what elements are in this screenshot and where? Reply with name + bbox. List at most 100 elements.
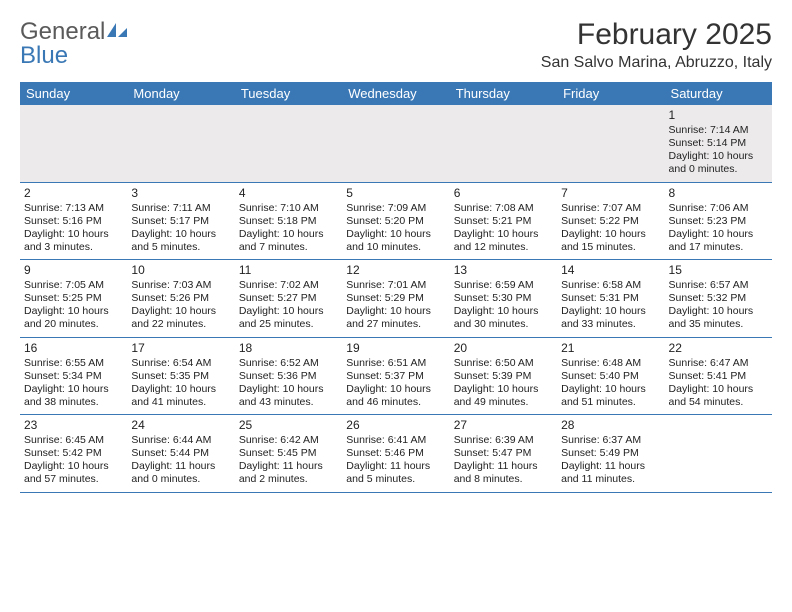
calendar: SundayMondayTuesdayWednesdayThursdayFrid… (20, 82, 772, 493)
calendar-day-cell: 25Sunrise: 6:42 AMSunset: 5:45 PMDayligh… (235, 415, 342, 492)
sunset-line: Sunset: 5:44 PM (131, 447, 230, 460)
day-header: Monday (127, 82, 234, 105)
sunset-line: Sunset: 5:32 PM (669, 292, 768, 305)
day-number: 18 (239, 341, 338, 356)
day-number: 20 (454, 341, 553, 356)
sunrise-line: Sunrise: 6:52 AM (239, 357, 338, 370)
day-number: 6 (454, 186, 553, 201)
daylight-line: Daylight: 11 hours and 8 minutes. (454, 460, 553, 486)
daylight-line: Daylight: 10 hours and 5 minutes. (131, 228, 230, 254)
day-number: 10 (131, 263, 230, 278)
sunset-line: Sunset: 5:45 PM (239, 447, 338, 460)
day-number: 19 (346, 341, 445, 356)
day-header: Saturday (665, 82, 772, 105)
calendar-day-cell: 23Sunrise: 6:45 AMSunset: 5:42 PMDayligh… (20, 415, 127, 492)
sunset-line: Sunset: 5:42 PM (24, 447, 123, 460)
day-number: 24 (131, 418, 230, 433)
sunset-line: Sunset: 5:29 PM (346, 292, 445, 305)
sunrise-line: Sunrise: 6:57 AM (669, 279, 768, 292)
daylight-line: Daylight: 10 hours and 7 minutes. (239, 228, 338, 254)
calendar-day-cell: 7Sunrise: 7:07 AMSunset: 5:22 PMDaylight… (557, 183, 664, 260)
daylight-line: Daylight: 10 hours and 51 minutes. (561, 383, 660, 409)
calendar-day-cell: 21Sunrise: 6:48 AMSunset: 5:40 PMDayligh… (557, 338, 664, 415)
calendar-day-cell: 5Sunrise: 7:09 AMSunset: 5:20 PMDaylight… (342, 183, 449, 260)
sunset-line: Sunset: 5:31 PM (561, 292, 660, 305)
daylight-line: Daylight: 11 hours and 11 minutes. (561, 460, 660, 486)
sunset-line: Sunset: 5:36 PM (239, 370, 338, 383)
day-number: 8 (669, 186, 768, 201)
calendar-header-row: SundayMondayTuesdayWednesdayThursdayFrid… (20, 82, 772, 105)
calendar-day-cell: 4Sunrise: 7:10 AMSunset: 5:18 PMDaylight… (235, 183, 342, 260)
day-number: 3 (131, 186, 230, 201)
calendar-day-cell: 14Sunrise: 6:58 AMSunset: 5:31 PMDayligh… (557, 260, 664, 337)
daylight-line: Daylight: 10 hours and 41 minutes. (131, 383, 230, 409)
sunrise-line: Sunrise: 6:51 AM (346, 357, 445, 370)
day-number: 2 (24, 186, 123, 201)
daylight-line: Daylight: 10 hours and 57 minutes. (24, 460, 123, 486)
sunset-line: Sunset: 5:17 PM (131, 215, 230, 228)
daylight-line: Daylight: 10 hours and 27 minutes. (346, 305, 445, 331)
sunrise-line: Sunrise: 6:55 AM (24, 357, 123, 370)
daylight-line: Daylight: 10 hours and 12 minutes. (454, 228, 553, 254)
calendar-day-cell: 26Sunrise: 6:41 AMSunset: 5:46 PMDayligh… (342, 415, 449, 492)
sunrise-line: Sunrise: 7:13 AM (24, 202, 123, 215)
sunset-line: Sunset: 5:40 PM (561, 370, 660, 383)
sunset-line: Sunset: 5:27 PM (239, 292, 338, 305)
sunrise-line: Sunrise: 7:01 AM (346, 279, 445, 292)
day-number: 26 (346, 418, 445, 433)
sunrise-line: Sunrise: 7:07 AM (561, 202, 660, 215)
logo-text-blue: Blue (20, 42, 129, 70)
calendar-row: 1Sunrise: 7:14 AMSunset: 5:14 PMDaylight… (20, 105, 772, 183)
sunrise-line: Sunrise: 7:05 AM (24, 279, 123, 292)
sunrise-line: Sunrise: 7:03 AM (131, 279, 230, 292)
calendar-row: 2Sunrise: 7:13 AMSunset: 5:16 PM Daylight… (20, 183, 772, 261)
sunset-line: Sunset: 5:18 PM (239, 215, 338, 228)
daylight-line: Daylight: 10 hours and 0 minutes. (669, 150, 768, 176)
calendar-day-cell: 24Sunrise: 6:44 AMSunset: 5:44 PMDayligh… (127, 415, 234, 492)
calendar-day-cell: 15Sunrise: 6:57 AMSunset: 5:32 PMDayligh… (665, 260, 772, 337)
daylight-line: Daylight: 10 hours and 33 minutes. (561, 305, 660, 331)
sunrise-line: Sunrise: 7:02 AM (239, 279, 338, 292)
day-number: 5 (346, 186, 445, 201)
sunrise-line: Sunrise: 7:09 AM (346, 202, 445, 215)
calendar-day-cell: 6Sunrise: 7:08 AMSunset: 5:21 PMDaylight… (450, 183, 557, 260)
day-number: 12 (346, 263, 445, 278)
calendar-day-cell: 2Sunrise: 7:13 AMSunset: 5:16 PMDaylight… (20, 183, 127, 260)
calendar-day-cell: 10Sunrise: 7:03 AMSunset: 5:26 PMDayligh… (127, 260, 234, 337)
sunset-line: Sunset: 5:35 PM (131, 370, 230, 383)
day-number: 14 (561, 263, 660, 278)
daylight-line: Daylight: 10 hours and 54 minutes. (669, 383, 768, 409)
sunrise-line: Sunrise: 6:54 AM (131, 357, 230, 370)
sunset-line: Sunset: 5:16 PM (24, 215, 123, 228)
day-number: 17 (131, 341, 230, 356)
daylight-line: Daylight: 11 hours and 0 minutes. (131, 460, 230, 486)
sunset-line: Sunset: 5:20 PM (346, 215, 445, 228)
day-number: 1 (669, 108, 768, 123)
sunset-line: Sunset: 5:37 PM (346, 370, 445, 383)
sunrise-line: Sunrise: 6:59 AM (454, 279, 553, 292)
sunset-line: Sunset: 5:26 PM (131, 292, 230, 305)
calendar-row: 9Sunrise: 7:05 AMSunset: 5:25 PM Daylight… (20, 260, 772, 338)
calendar-day-cell: 27Sunrise: 6:39 AMSunset: 5:47 PMDayligh… (450, 415, 557, 492)
daylight-line: Daylight: 10 hours and 15 minutes. (561, 228, 660, 254)
day-number: 25 (239, 418, 338, 433)
calendar-row: 16Sunrise: 6:55 AMSunset: 5:34 PMDayligh… (20, 338, 772, 416)
header: GeneralBlue February 2025 San Salvo Mari… (20, 18, 772, 72)
sunrise-line: Sunrise: 7:11 AM (131, 202, 230, 215)
day-number: 9 (24, 263, 123, 278)
day-number: 21 (561, 341, 660, 356)
sunrise-line: Sunrise: 7:06 AM (669, 202, 768, 215)
calendar-day-cell: 13Sunrise: 6:59 AMSunset: 5:30 PMDayligh… (450, 260, 557, 337)
calendar-day-cell: 28Sunrise: 6:37 AMSunset: 5:49 PMDayligh… (557, 415, 664, 492)
month-title: February 2025 (541, 18, 772, 52)
sunrise-line: Sunrise: 6:42 AM (239, 434, 338, 447)
sunrise-line: Sunrise: 6:50 AM (454, 357, 553, 370)
sunset-line: Sunset: 5:25 PM (24, 292, 123, 305)
daylight-line: Daylight: 10 hours and 30 minutes. (454, 305, 553, 331)
sunset-line: Sunset: 5:22 PM (561, 215, 660, 228)
sunset-line: Sunset: 5:41 PM (669, 370, 768, 383)
sunrise-line: Sunrise: 7:08 AM (454, 202, 553, 215)
location-label: San Salvo Marina, Abruzzo, Italy (541, 54, 772, 72)
calendar-empty-cell (127, 105, 234, 182)
sunset-line: Sunset: 5:46 PM (346, 447, 445, 460)
